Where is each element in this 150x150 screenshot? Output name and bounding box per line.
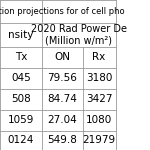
Text: nsity: nsity bbox=[8, 30, 34, 39]
Text: ON: ON bbox=[54, 52, 70, 62]
Text: 549.8: 549.8 bbox=[47, 135, 77, 145]
Text: 0124: 0124 bbox=[8, 135, 34, 145]
Text: 508: 508 bbox=[11, 94, 31, 104]
Text: 1059: 1059 bbox=[8, 115, 34, 125]
Text: 2020 Rad Power De
(Million w/m²): 2020 Rad Power De (Million w/m²) bbox=[31, 24, 127, 45]
Text: Rx: Rx bbox=[92, 52, 106, 62]
Text: 27.04: 27.04 bbox=[47, 115, 77, 125]
Text: 1080: 1080 bbox=[86, 115, 112, 125]
Text: 3427: 3427 bbox=[86, 94, 112, 104]
Text: 045: 045 bbox=[11, 73, 31, 83]
Text: 21979: 21979 bbox=[82, 135, 116, 145]
Text: 84.74: 84.74 bbox=[47, 94, 77, 104]
Text: 3180: 3180 bbox=[86, 73, 112, 83]
Text: Tx: Tx bbox=[15, 52, 27, 62]
Text: 79.56: 79.56 bbox=[47, 73, 77, 83]
Text: iation projections for of cell pho: iation projections for of cell pho bbox=[0, 7, 124, 16]
